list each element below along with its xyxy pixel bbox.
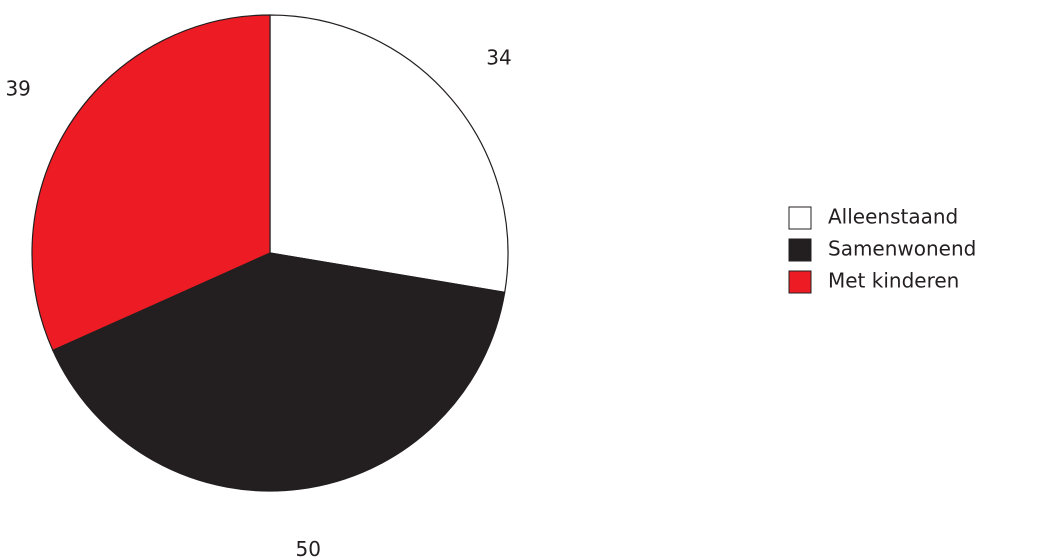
legend-swatch-met-kinderen	[788, 270, 812, 294]
legend-swatch-samenwonend	[788, 238, 812, 262]
pie-slice-samenwonend	[52, 252, 506, 492]
legend-label-met-kinderen: Met kinderen	[828, 269, 959, 293]
legend-label-alleenstaand: Alleenstaand	[828, 205, 958, 229]
legend-label-samenwonend: Samenwonend	[828, 237, 976, 261]
pie-slice-met-kinderen	[31, 14, 271, 351]
data-label-met-kinderen: 39	[5, 76, 30, 100]
data-label-samenwonend: 50	[295, 537, 320, 558]
data-label-alleenstaand: 34	[486, 46, 511, 70]
pie-slice-alleenstaand	[269, 14, 509, 293]
pie-data-labels: 34 50 39	[5, 46, 511, 558]
legend-swatch-alleenstaand	[788, 206, 812, 230]
pie-slices	[31, 14, 509, 492]
legend: Alleenstaand Samenwonend Met kinderen	[788, 205, 976, 294]
